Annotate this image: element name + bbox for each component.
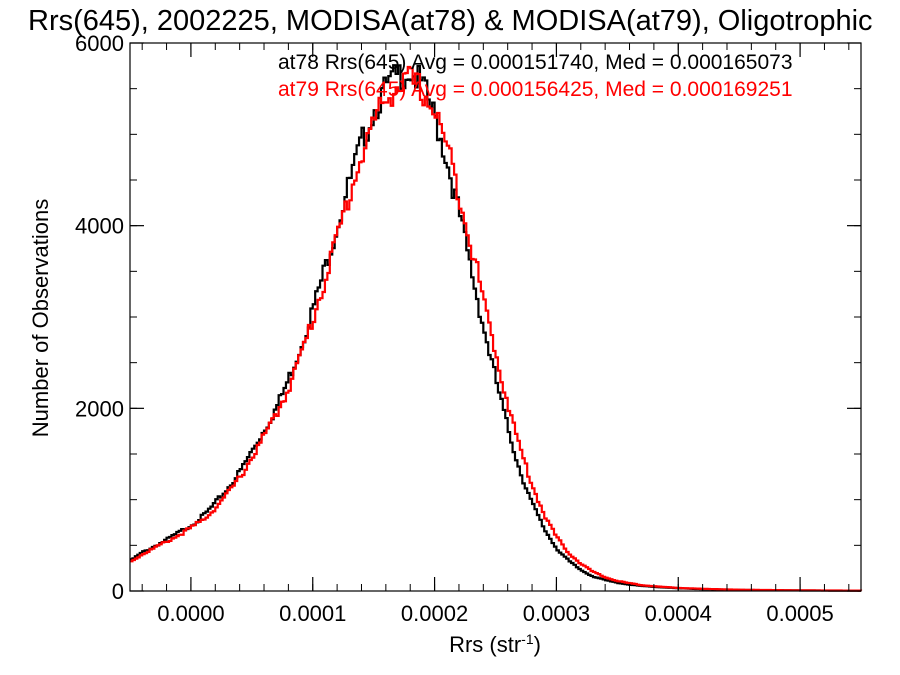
y-axis-label: Number of Observations bbox=[28, 199, 53, 437]
x-tick-label-4: 0.0004 bbox=[645, 601, 712, 626]
y-tick-label-1: 2000 bbox=[75, 396, 124, 421]
x-tick-label-1: 0.0001 bbox=[279, 601, 346, 626]
x-tick-label-5: 0.0005 bbox=[766, 601, 833, 626]
histogram-line-at79 bbox=[130, 65, 863, 592]
y-tick-label-3: 6000 bbox=[75, 31, 124, 56]
y-tick-label-0: 0 bbox=[112, 579, 124, 604]
legend-entry-at78: at78 Rrs(645) Avg = 0.000151740, Med = 0… bbox=[278, 51, 793, 74]
x-tick-label-2: 0.0002 bbox=[401, 601, 468, 626]
chart-title: Rrs(645), 2002225, MODISA(at78) & MODISA… bbox=[28, 5, 873, 37]
x-tick-label-3: 0.0003 bbox=[523, 601, 590, 626]
legend-entry-at79: at79 Rrs(645) Avg = 0.000156425, Med = 0… bbox=[278, 78, 793, 101]
series-layer bbox=[130, 64, 863, 592]
y-axis-ticks: 0 2000 4000 6000 bbox=[75, 31, 861, 604]
y-tick-label-2: 4000 bbox=[75, 214, 124, 239]
x-tick-label-0: 0.0000 bbox=[157, 601, 224, 626]
x-axis-ticks: 0.0000 0.0001 0.0002 0.0003 0.0004 0.0005 bbox=[141, 43, 850, 626]
x-axis-label: Rrs (str-1) bbox=[449, 631, 541, 657]
